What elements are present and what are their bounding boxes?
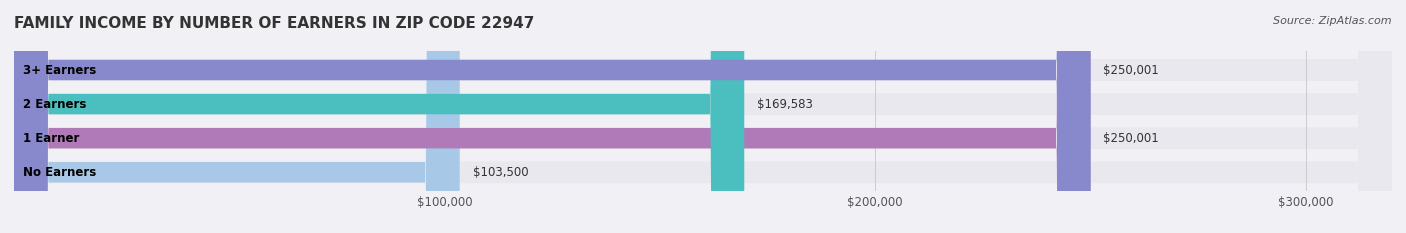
Text: FAMILY INCOME BY NUMBER OF EARNERS IN ZIP CODE 22947: FAMILY INCOME BY NUMBER OF EARNERS IN ZI… xyxy=(14,16,534,31)
Text: Source: ZipAtlas.com: Source: ZipAtlas.com xyxy=(1274,16,1392,26)
FancyBboxPatch shape xyxy=(14,0,1392,233)
FancyBboxPatch shape xyxy=(14,0,1392,233)
Text: $169,583: $169,583 xyxy=(758,98,813,111)
Text: 1 Earner: 1 Earner xyxy=(22,132,79,145)
Text: $250,001: $250,001 xyxy=(1104,64,1159,76)
FancyBboxPatch shape xyxy=(14,0,744,233)
FancyBboxPatch shape xyxy=(14,0,1091,233)
Text: 2 Earners: 2 Earners xyxy=(22,98,86,111)
Text: $103,500: $103,500 xyxy=(472,166,529,179)
FancyBboxPatch shape xyxy=(14,0,460,233)
FancyBboxPatch shape xyxy=(14,0,1091,233)
FancyBboxPatch shape xyxy=(14,0,1392,233)
Text: No Earners: No Earners xyxy=(22,166,96,179)
Text: 3+ Earners: 3+ Earners xyxy=(22,64,96,76)
Text: $250,001: $250,001 xyxy=(1104,132,1159,145)
FancyBboxPatch shape xyxy=(14,0,1392,233)
